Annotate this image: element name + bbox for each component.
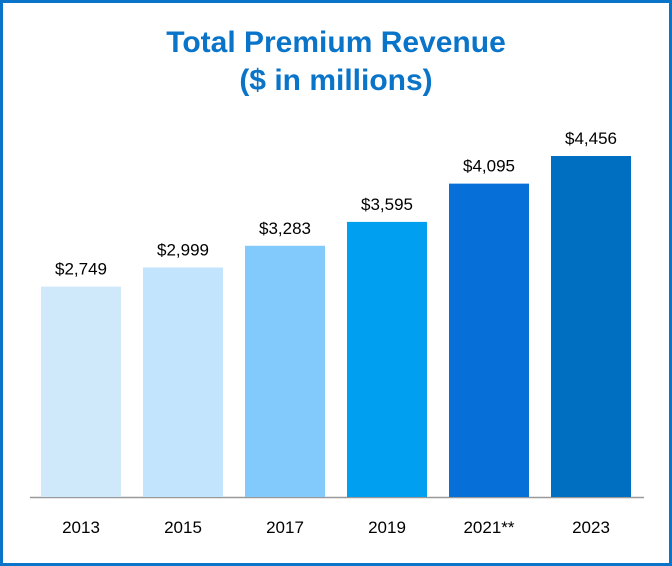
x-tick-label: 2023: [572, 518, 610, 537]
bar-2021: [449, 183, 529, 497]
value-label: $3,283: [259, 219, 311, 238]
chart-subtitle: ($ in millions): [239, 64, 433, 97]
x-tick-label: 2021**: [463, 518, 514, 537]
value-label: $4,456: [565, 129, 617, 148]
x-tick-label: 2017: [266, 518, 304, 537]
value-label: $3,595: [361, 195, 413, 214]
chart-title: Total Premium Revenue: [166, 26, 506, 59]
x-tick-label: 2019: [368, 518, 406, 537]
value-label: $2,999: [157, 240, 209, 259]
bar-2023: [551, 156, 631, 497]
x-tick-label: 2013: [62, 518, 100, 537]
x-tick-label: 2015: [164, 518, 202, 537]
value-label: $2,749: [55, 260, 107, 279]
bar-2017: [245, 245, 325, 497]
value-label: $4,095: [463, 157, 515, 176]
bar-2019: [347, 221, 427, 497]
bar-2013: [41, 286, 121, 497]
bar-2015: [143, 267, 223, 497]
